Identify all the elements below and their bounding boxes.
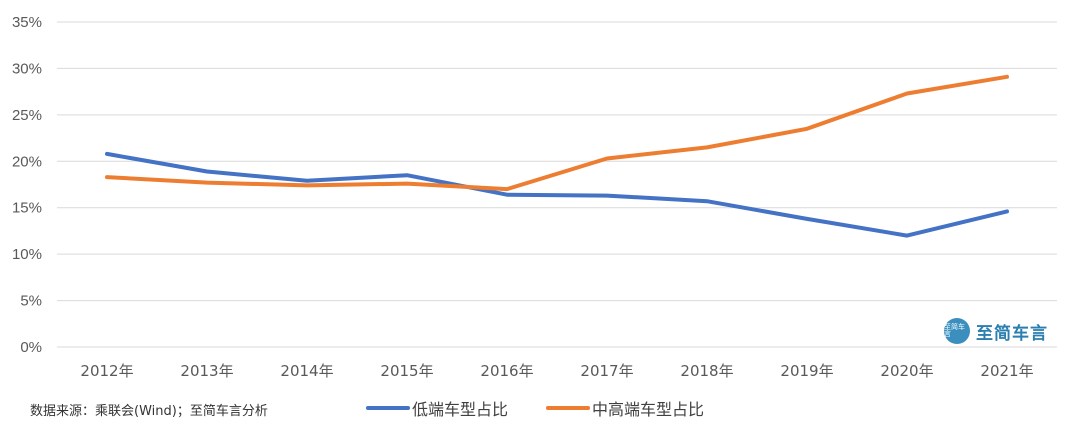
legend-item-mid-high-end: 中高端车型占比 [546,396,704,420]
x-axis-ticks: 2012年 2013年 2014年 2015年 2016年 2017年 2018年 2019年… [80,362,1033,380]
x-tick-label: 2015年 [380,362,433,380]
legend-item-low-end: 低端车型占比 [366,396,508,420]
watermark: 至简车言 至简车言 [944,318,1048,344]
legend-swatch-mid-high-end [546,406,590,410]
x-tick-label: 2016年 [480,362,533,380]
y-tick-label: 0% [20,339,42,356]
x-tick-label: 2014年 [280,362,333,380]
y-tick-label: 5% [20,293,42,310]
legend-label-mid-high-end: 中高端车型占比 [592,400,705,419]
x-tick-label: 2018年 [680,362,733,380]
x-tick-label: 2017年 [580,362,633,380]
y-tick-label: 20% [12,153,42,170]
gridlines [57,21,1057,348]
x-tick-label: 2020年 [880,362,933,380]
y-tick-label: 35% [12,14,42,31]
x-tick-label: 2012年 [80,362,133,380]
brand-logo-text: 至简车言 [944,323,965,338]
x-tick-label: 2021年 [980,362,1033,380]
source-note: 数据来源：乘联会(Wind)；至简车言分析 [30,404,268,419]
brand-logo-icon: 至简车言 [944,318,970,344]
series-lines [105,74,1009,238]
watermark-text: 至简车言 [976,323,1048,344]
y-tick-label: 10% [12,246,42,263]
y-tick-label: 25% [12,107,42,124]
x-tick-label: 2013年 [180,362,233,380]
y-tick-label: 30% [12,60,42,77]
y-axis-ticks: 0% 5% 10% 15% 20% 25% 30% 35% [12,14,42,356]
x-tick-label: 2019年 [780,362,833,380]
series-line-low-end [105,151,1009,238]
series-line-mid-high-end [105,74,1009,192]
legend-label-low-end: 低端车型占比 [412,400,509,419]
y-tick-label: 15% [12,200,42,217]
legend-swatch-low-end [366,406,410,410]
